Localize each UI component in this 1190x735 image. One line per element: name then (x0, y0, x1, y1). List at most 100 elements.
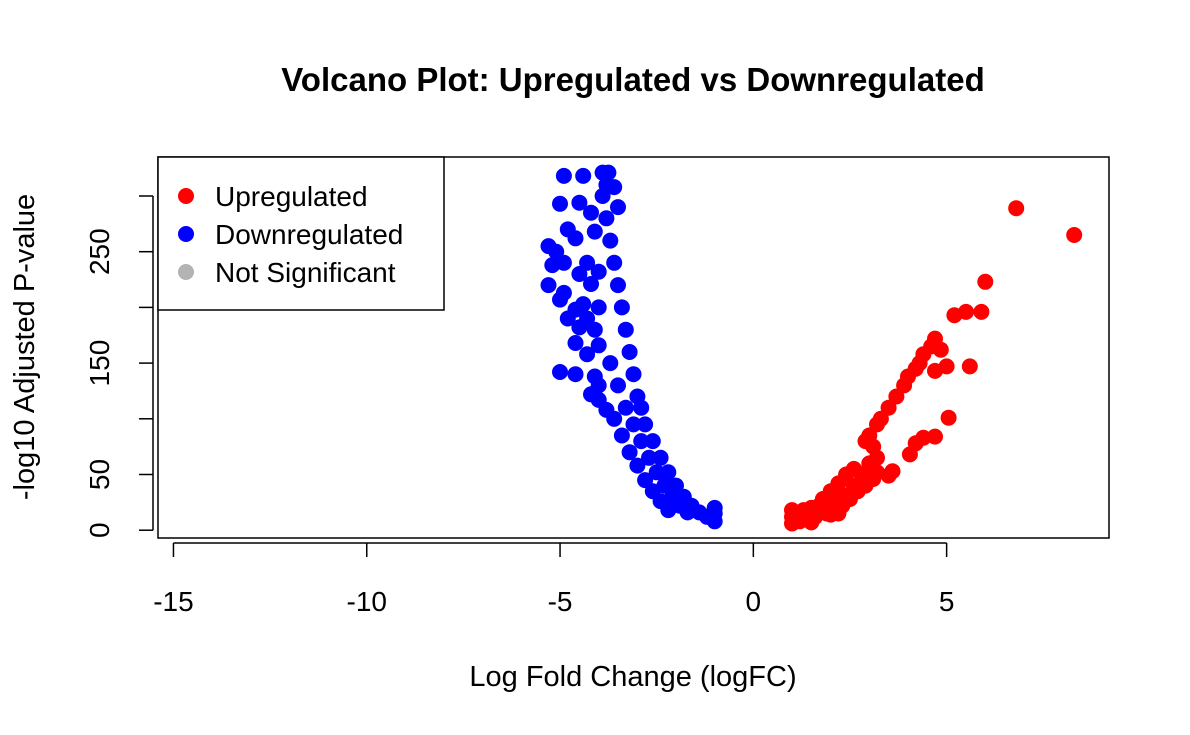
point-upregulated-2 (977, 273, 994, 290)
chart-title: Volcano Plot: Upregulated vs Downregulat… (281, 61, 984, 98)
x-axis: -15 -10 -5 0 5 (153, 542, 955, 617)
point-downregulated-51 (633, 399, 650, 416)
point-downregulated-49 (625, 366, 642, 383)
point-downregulated-27 (559, 310, 576, 327)
point-downregulated-14 (548, 243, 565, 260)
point-downregulated-30 (586, 321, 603, 338)
point-downregulated-17 (579, 254, 596, 271)
data-points (540, 164, 1083, 532)
x-tick-label: 5 (939, 586, 955, 617)
point-downregulated-6 (552, 195, 568, 212)
point-downregulated-69 (641, 449, 657, 466)
x-tick-label: -10 (347, 586, 387, 617)
point-upregulated-1 (1066, 227, 1083, 243)
x-axis-label: Log Fold Change (logFC) (469, 661, 796, 693)
point-downregulated-41 (594, 188, 611, 204)
point-downregulated-18 (571, 266, 588, 282)
point-upregulated-62 (822, 506, 839, 523)
point-upregulated-43 (845, 477, 862, 494)
point-upregulated-5 (973, 303, 990, 320)
point-downregulated-35 (567, 366, 584, 383)
point-upregulated-63 (803, 514, 820, 531)
point-upregulated-10 (961, 358, 978, 375)
point-downregulated-12 (567, 230, 584, 247)
point-downregulated-11 (586, 223, 603, 240)
point-downregulated-2 (555, 167, 572, 184)
point-upregulated-0 (1008, 200, 1025, 217)
point-downregulated-34 (552, 364, 568, 380)
x-tick-label: -5 (548, 586, 573, 617)
point-downregulated-74 (679, 504, 696, 521)
point-downregulated-7 (571, 194, 588, 211)
legend-marker-upregulated (178, 188, 194, 204)
point-downregulated-33 (579, 346, 596, 363)
legend-box (157, 156, 445, 311)
point-downregulated-19 (590, 263, 607, 280)
point-downregulated-82 (660, 502, 677, 519)
plot-frame (157, 156, 1110, 539)
point-downregulated-5 (606, 179, 623, 196)
y-axis: 0 50 150 250 (84, 195, 154, 538)
point-upregulated-13 (927, 428, 943, 445)
point-downregulated-55 (660, 464, 677, 481)
point-downregulated-68 (633, 433, 650, 450)
point-downregulated-75 (606, 410, 623, 427)
point-upregulated-24 (888, 388, 905, 405)
point-upregulated-25 (880, 399, 897, 416)
point-downregulated-31 (567, 335, 584, 351)
point-downregulated-45 (610, 277, 626, 294)
point-upregulated-27 (869, 416, 885, 433)
y-tick-label: 250 (84, 228, 115, 275)
point-downregulated-67 (625, 416, 642, 433)
point-downregulated-1 (600, 164, 617, 181)
point-downregulated-26 (590, 299, 607, 316)
point-downregulated-23 (552, 291, 568, 308)
point-downregulated-70 (648, 464, 665, 481)
y-axis-label: -log10 Adjusted P-value (9, 194, 41, 500)
point-downregulated-9 (610, 199, 626, 216)
point-upregulated-4 (958, 303, 974, 320)
point-upregulated-61 (834, 486, 851, 503)
point-downregulated-53 (644, 433, 661, 450)
point-downregulated-52 (637, 416, 654, 433)
point-downregulated-76 (613, 427, 630, 444)
point-downregulated-47 (617, 321, 634, 338)
point-upregulated-11 (927, 362, 943, 379)
point-downregulated-3 (575, 167, 592, 184)
point-downregulated-77 (621, 444, 638, 461)
legend-marker-downregulated (178, 226, 194, 242)
point-downregulated-46 (613, 299, 630, 316)
point-upregulated-23 (896, 377, 913, 394)
point-upregulated-12 (940, 409, 957, 426)
point-downregulated-16 (544, 257, 561, 274)
legend-label-not-significant: Not Significant (215, 257, 396, 288)
point-downregulated-44 (606, 254, 623, 271)
point-downregulated-43 (602, 232, 619, 249)
legend-marker-not-significant (178, 264, 194, 280)
point-downregulated-65 (610, 377, 626, 394)
legend-label-downregulated: Downregulated (215, 219, 403, 250)
point-downregulated-66 (617, 399, 634, 416)
point-downregulated-29 (571, 319, 588, 336)
point-upregulated-16 (901, 446, 918, 463)
point-downregulated-20 (583, 276, 599, 292)
x-tick-label: 0 (746, 586, 762, 617)
y-tick-label: 150 (84, 340, 115, 387)
point-downregulated-79 (637, 472, 654, 489)
legend: Upregulated Downregulated Not Significant (157, 156, 445, 311)
point-downregulated-54 (652, 449, 669, 466)
point-upregulated-8 (932, 341, 949, 358)
legend-label-upregulated: Upregulated (215, 181, 368, 212)
point-downregulated-78 (629, 457, 646, 474)
point-downregulated-21 (540, 277, 557, 294)
point-downregulated-48 (621, 344, 638, 360)
point-upregulated-60 (845, 460, 862, 477)
point-downregulated-63 (706, 499, 723, 516)
point-downregulated-8 (583, 204, 599, 221)
point-downregulated-32 (590, 337, 607, 354)
point-downregulated-42 (598, 210, 615, 227)
y-tick-label: 0 (84, 522, 115, 538)
y-tick-label: 50 (84, 459, 115, 490)
x-tick-label: -15 (153, 586, 193, 617)
point-downregulated-64 (602, 355, 619, 372)
